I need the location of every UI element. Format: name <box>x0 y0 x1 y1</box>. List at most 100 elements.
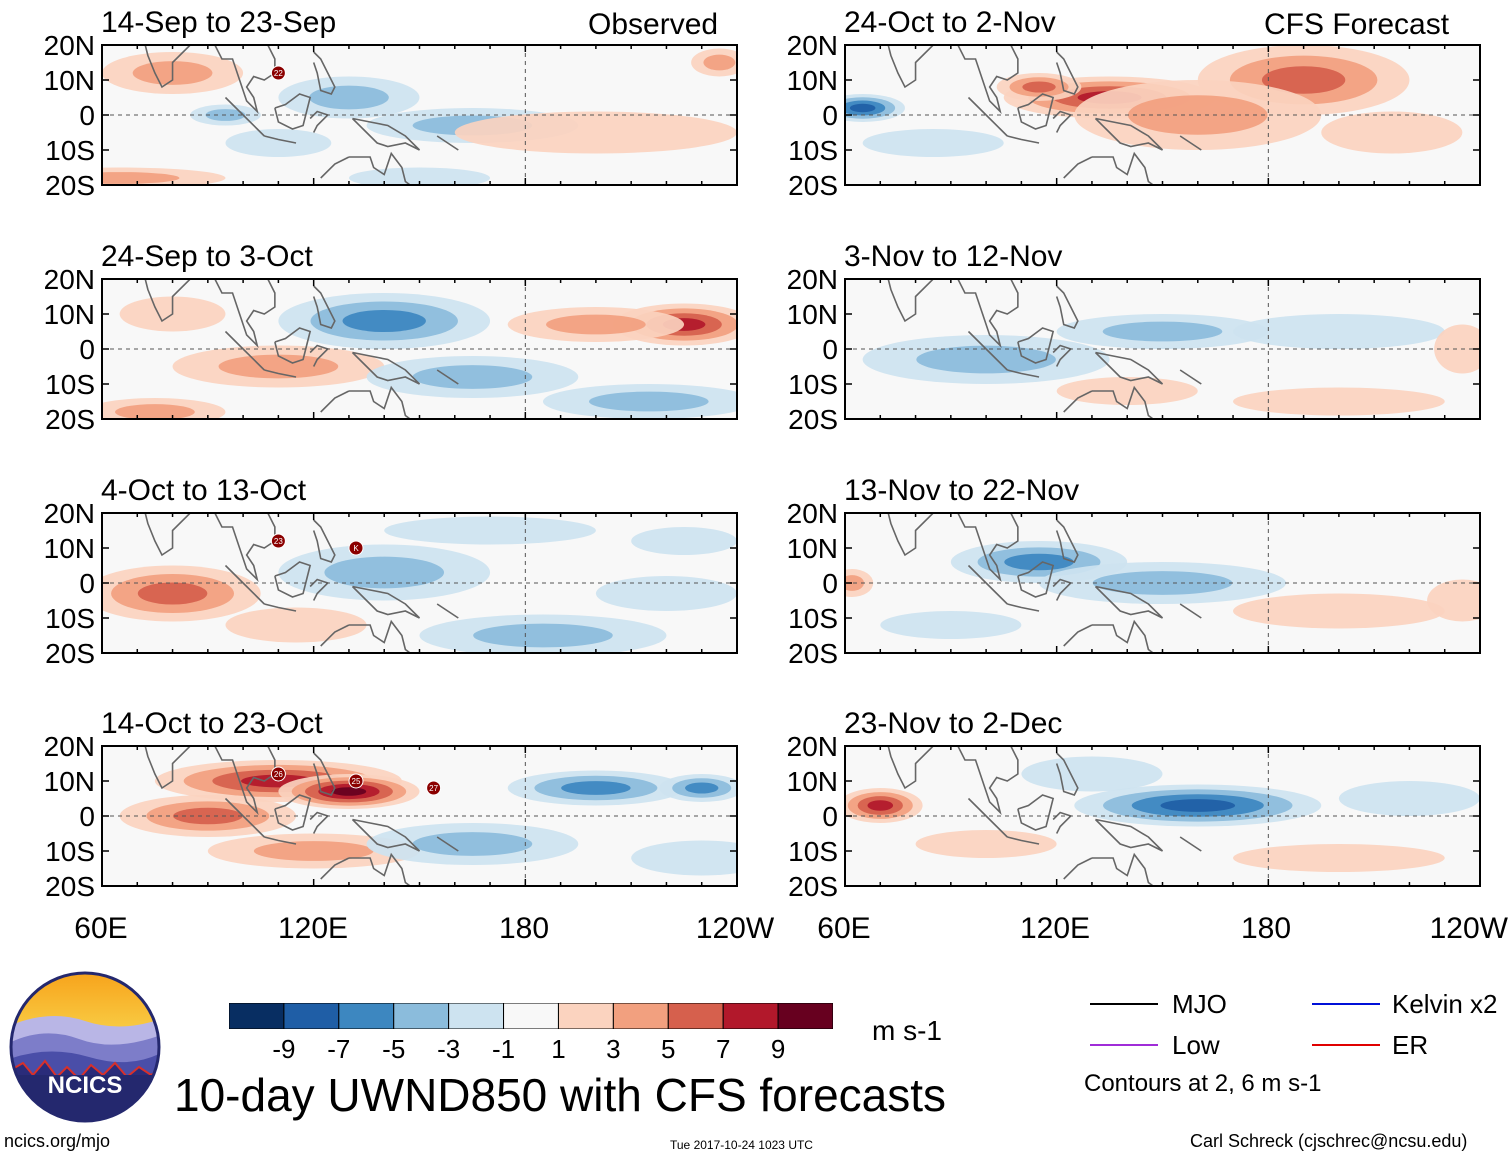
y-tick-fc4-4: 20S <box>788 871 838 902</box>
colorbar-label-1: -7 <box>327 1034 351 1064</box>
anomaly-obs1-8-0 <box>225 129 332 157</box>
coastline-fc2-3 <box>1017 327 1055 364</box>
y-tick-obs2-0: 20N <box>43 264 95 295</box>
storm-marker-obs4-1 <box>348 773 364 789</box>
coastline-obs3-3 <box>274 561 312 598</box>
coastline-obs4-9 <box>436 836 459 852</box>
footer-url[interactable]: ncics.org/mjo <box>4 1131 111 1151</box>
colorbar-label-3: -3 <box>437 1034 461 1064</box>
y-tick-fc3-4: 20S <box>788 638 838 669</box>
x-tick-60e-right: 60E <box>817 912 871 945</box>
panel-map-fc3 <box>844 512 1481 654</box>
coastline-fc2-0 <box>887 279 1019 349</box>
coastline-fc1-2 <box>1007 135 1040 144</box>
footer-credit: Carl Schreck (cjschrec@ncsu.edu) <box>1190 1131 1468 1151</box>
anomaly-fc2-3-0 <box>1434 324 1480 374</box>
anomaly-obs1-5-1 <box>703 54 736 71</box>
colorbar-label-5: 1 <box>551 1034 566 1064</box>
anomaly-obs2-7-1 <box>588 391 709 412</box>
storm-marker-obs4-2 <box>426 780 442 796</box>
legend-contour-note: Contours at 2, 6 m s-1 <box>1084 1070 1322 1097</box>
colorbar-label-2: -5 <box>382 1034 406 1064</box>
coastline-obs3-2 <box>264 603 297 612</box>
legend-label-mjo: MJO <box>1172 989 1227 1019</box>
coastline-fc4-7 <box>1091 852 1155 886</box>
coastline-obs1-8 <box>320 156 350 179</box>
anomaly-obs2-1-1 <box>546 314 646 335</box>
y-tick-fc2-1: 10N <box>786 299 838 330</box>
y-tick-fc1-4: 20S <box>788 170 838 201</box>
y-tick-fc2-3: 10S <box>788 369 838 400</box>
y-tick-obs1-3: 10S <box>45 135 95 166</box>
coastline-fc3-7 <box>1091 619 1155 653</box>
ncics-logo-text: NCICS <box>48 1072 123 1099</box>
x-tick-120e-left: 120E <box>277 912 349 945</box>
y-tick-obs3-2: 0 <box>79 568 95 599</box>
storm-label-obs4-1: 25 <box>352 777 361 786</box>
panel-map-fc4 <box>844 745 1481 887</box>
coastline-fc4-8 <box>1063 857 1093 880</box>
y-tick-fc3-3: 10S <box>788 603 838 634</box>
colorbar-label-8: 7 <box>715 1034 731 1064</box>
x-tick-120e-right: 120E <box>1019 912 1091 945</box>
colorbar-label-9: 9 <box>770 1034 786 1064</box>
coastline-obs2-7 <box>348 385 412 419</box>
legend-line-kelvin <box>1312 1003 1380 1005</box>
coastline-fc2-2 <box>1007 369 1040 378</box>
coastline-obs1-2 <box>264 135 297 144</box>
x-tick-180-left: 180 <box>498 912 550 945</box>
coastline-fc1-7 <box>1091 151 1155 185</box>
y-tick-obs4-4: 20S <box>45 871 95 902</box>
coastline-obs3-9 <box>436 603 459 619</box>
colorbar-swatch-7 <box>612 1003 669 1029</box>
coastline-fc4-5 <box>1055 752 1079 796</box>
y-tick-fc3-0: 20N <box>786 498 838 529</box>
coastline-obs4-3 <box>274 794 312 831</box>
anomaly-fc3-1-1 <box>1092 571 1233 595</box>
panel-map-obs1: 22 <box>101 44 738 186</box>
colorbar-label-6: 3 <box>606 1034 621 1064</box>
y-tick-obs3-4: 20S <box>45 638 95 669</box>
y-tick-fc1-3: 10S <box>788 135 838 166</box>
y-tick-obs3-0: 20N <box>43 498 95 529</box>
colorbar-swatch-0 <box>229 1003 285 1029</box>
coastline-obs1-6 <box>351 117 421 151</box>
coastline-obs3-8 <box>320 624 350 647</box>
coastline-obs1-1 <box>224 96 265 137</box>
legend-label-low: Low <box>1172 1030 1220 1060</box>
coastline-fc1-3 <box>1017 93 1055 130</box>
anomaly-obs2-2-2 <box>342 309 426 333</box>
colorbar-swatch-3 <box>393 1003 450 1029</box>
coastline-fc3-8 <box>1063 624 1093 647</box>
coastline-obs2-6 <box>351 351 421 385</box>
y-tick-obs4-3: 10S <box>45 836 95 867</box>
panel-title-fc3: 13-Nov to 22-Nov <box>844 474 1080 507</box>
y-tick-obs2-3: 10S <box>45 369 95 400</box>
legend-line-er <box>1312 1044 1380 1046</box>
anomaly-fc4-1-3 <box>1160 799 1236 812</box>
coastline-obs3-6 <box>351 585 421 619</box>
colorbar-swatch-6 <box>557 1003 614 1029</box>
panel-title-obs2: 24-Sep to 3-Oct <box>101 240 313 273</box>
anomaly-fc4-3-0 <box>1338 781 1480 816</box>
y-tick-fc4-0: 20N <box>786 731 838 762</box>
anomaly-obs1-0-1 <box>309 85 389 110</box>
coastline-obs3-5 <box>312 519 336 563</box>
anomaly-fc2-2-0 <box>1233 314 1445 349</box>
coastline-fc2-6 <box>1094 351 1164 385</box>
storm-marker-obs1-0 <box>270 65 286 81</box>
legend-line-mjo <box>1090 1003 1158 1005</box>
anomaly-obs3-6-0 <box>631 527 737 555</box>
panel-map-fc1 <box>844 44 1481 186</box>
y-tick-fc3-1: 10N <box>786 533 838 564</box>
anomaly-fc1-4-3 <box>849 103 876 113</box>
coastline-fc3-5 <box>1055 519 1079 563</box>
anomaly-obs4-3-1 <box>253 841 374 861</box>
coastline-fc1-6 <box>1094 117 1164 151</box>
anomaly-obs3-0-2 <box>137 582 208 605</box>
coastline-obs4-6 <box>351 818 421 852</box>
anomaly-fc1-2-2 <box>1022 81 1056 93</box>
coastline-obs1-5 <box>312 51 336 95</box>
coastline-fc1-0 <box>887 45 1019 115</box>
anomaly-obs4-1-4 <box>331 787 367 796</box>
